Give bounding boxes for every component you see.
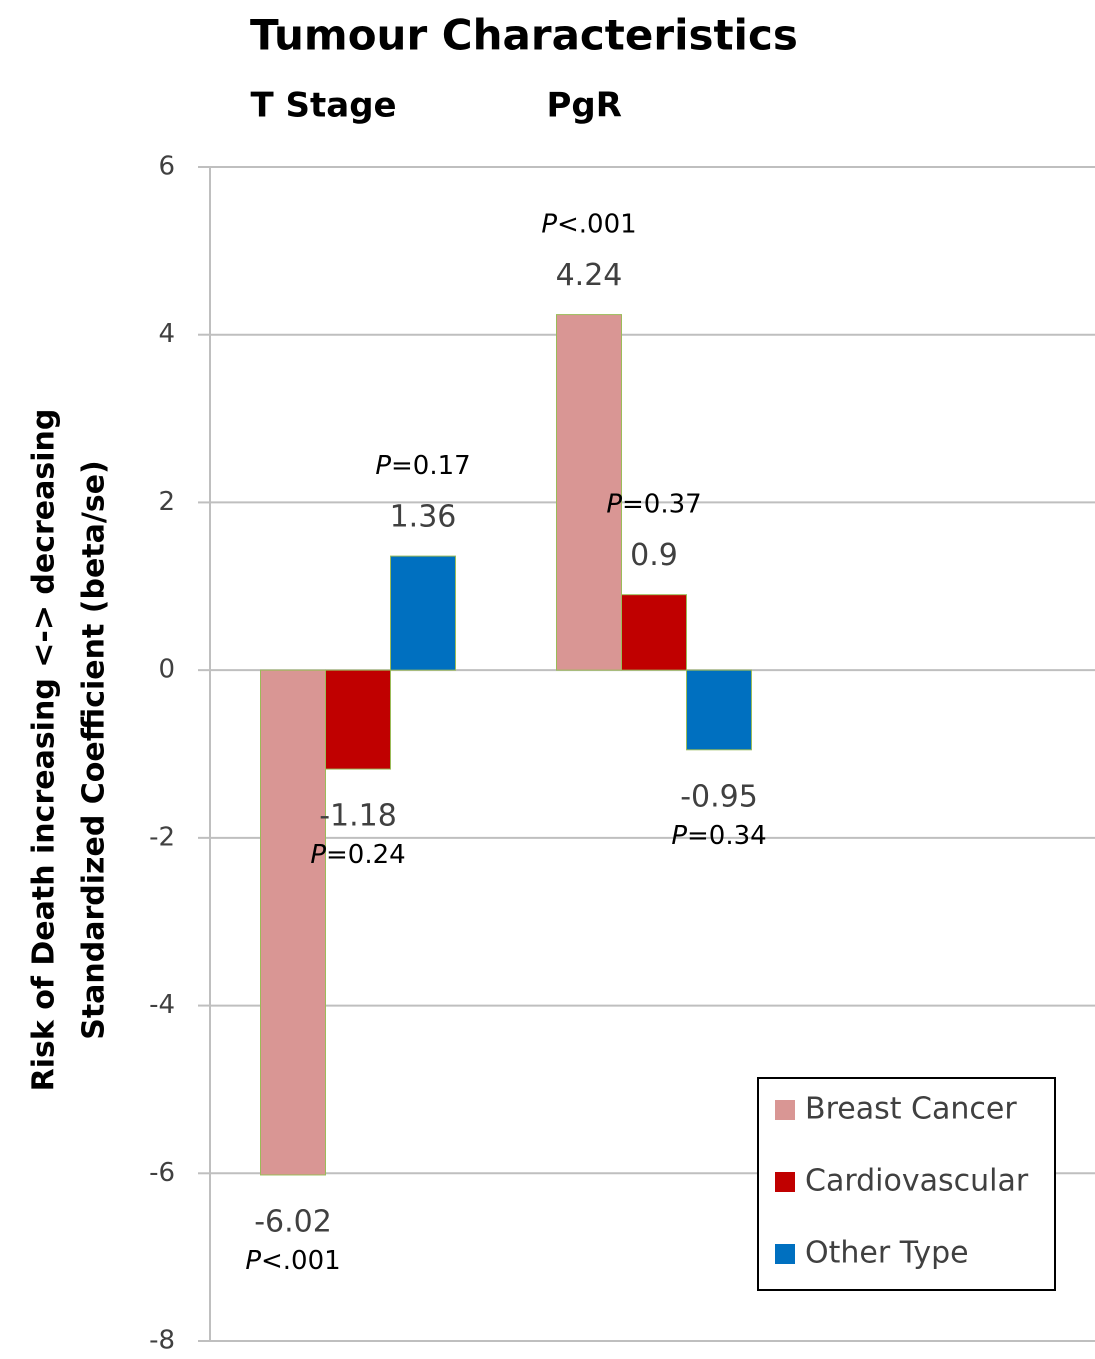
- legend-label: Cardiovascular: [805, 1164, 1029, 1199]
- value-label: 4.24: [556, 258, 623, 293]
- bar: [390, 555, 456, 671]
- y-axis-title: Risk of Death increasing <-> decreasing: [27, 409, 62, 1092]
- y-tick-label: 0: [158, 655, 175, 685]
- y-axis-title: Standardized Coefficient (beta/se): [77, 460, 112, 1040]
- y-tick-label: 4: [158, 319, 175, 349]
- p-value-label: P=0.24: [310, 840, 405, 870]
- chart-title: Tumour Characteristics: [250, 11, 798, 60]
- legend-swatch: [775, 1244, 795, 1264]
- bar: [686, 669, 752, 751]
- value-label: 0.9: [630, 538, 678, 573]
- y-tick-label: -8: [149, 1326, 175, 1356]
- y-tick-label: 2: [158, 487, 175, 517]
- y-tick-label: 6: [158, 152, 175, 182]
- category-label: T Stage: [251, 86, 397, 126]
- value-label: 1.36: [390, 500, 457, 535]
- y-tick-label: -6: [149, 1158, 175, 1188]
- p-value-label: P=0.34: [671, 820, 766, 850]
- category-label: PgR: [547, 86, 622, 126]
- legend-label: Breast Cancer: [805, 1092, 1017, 1127]
- bar: [260, 669, 326, 1176]
- bar: [325, 669, 391, 770]
- y-tick-label: -4: [149, 990, 175, 1020]
- p-value-label: P<.001: [541, 209, 636, 239]
- p-value-label: P<.001: [245, 1245, 340, 1275]
- legend-swatch: [775, 1100, 795, 1120]
- value-label: -6.02: [254, 1204, 332, 1239]
- legend-box: [757, 1077, 1056, 1291]
- bar: [556, 314, 622, 671]
- y-tick-label: -2: [149, 822, 175, 852]
- legend-swatch: [775, 1172, 795, 1192]
- value-label: -1.18: [319, 799, 397, 834]
- p-value-label: P=0.37: [606, 489, 701, 519]
- p-value-label: P=0.17: [375, 451, 470, 481]
- value-label: -0.95: [680, 779, 758, 814]
- bar: [621, 594, 687, 671]
- legend-label: Other Type: [805, 1236, 969, 1271]
